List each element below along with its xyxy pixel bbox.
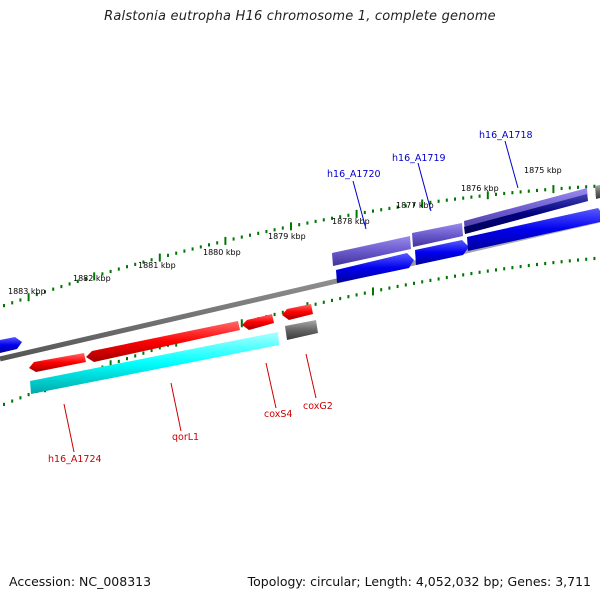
accession-text: Accession: NC_008313 xyxy=(9,574,152,589)
gene-label-qorL1[interactable]: qorL1 xyxy=(172,432,199,443)
gene-label-h16-A1718[interactable]: h16_A1718 xyxy=(479,130,533,141)
cds-blue-2[interactable] xyxy=(415,240,469,265)
cds-coxS4[interactable] xyxy=(242,314,274,330)
cyan-feature-1[interactable] xyxy=(30,332,279,394)
kbp-label-0: 1883 kbp xyxy=(8,287,46,296)
label-leaders xyxy=(63,140,519,453)
cds-h16-A1724[interactable] xyxy=(29,353,86,372)
orf-navy-overlap[interactable] xyxy=(464,194,588,234)
kbp-label-7: 1876 kbp xyxy=(461,184,499,193)
gene-labels: h16_A1720 h16_A1719 h16_A1718 h16_A1724 … xyxy=(48,130,533,465)
gene-label-h16-A1719[interactable]: h16_A1719 xyxy=(392,153,446,164)
cds-coxG2[interactable] xyxy=(282,304,313,320)
cds-feature-left-edge[interactable] xyxy=(0,337,22,353)
kbp-label-2: 1881 kbp xyxy=(138,261,176,270)
gene-label-h16-A1720[interactable]: h16_A1720 xyxy=(327,169,381,180)
feature-track xyxy=(0,185,600,394)
cds-blue-1[interactable] xyxy=(336,253,414,283)
gene-label-coxS4[interactable]: coxS4 xyxy=(264,409,292,420)
map-title: Ralstonia eutropha H16 chromosome 1, com… xyxy=(104,9,496,24)
kbp-label-3: 1880 kbp xyxy=(203,248,241,257)
kbp-label-8: 1875 kbp xyxy=(524,166,562,175)
kbp-label-6: 1877 kbp xyxy=(396,201,434,210)
kbp-tick-labels: 1883 kbp 1882 kbp 1881 kbp 1880 kbp 1879 kbp… xyxy=(8,166,562,296)
orf-h16-A1719[interactable] xyxy=(412,223,463,247)
gene-label-h16-A1724[interactable]: h16_A1724 xyxy=(48,454,102,465)
kbp-label-5: 1878 kbp xyxy=(332,217,370,226)
cds-blue-3[interactable] xyxy=(467,208,600,251)
cds-qorL1[interactable] xyxy=(86,321,240,362)
kbp-label-1: 1882 kbp xyxy=(73,274,111,283)
kbp-label-4: 1879 kbp xyxy=(268,232,306,241)
topology-text: Topology: circular; Length: 4,052,032 bp… xyxy=(247,574,591,589)
outer-tick-ring xyxy=(3,184,596,308)
gene-label-coxG2[interactable]: coxG2 xyxy=(303,401,333,412)
gray-feature-1[interactable] xyxy=(285,320,318,340)
gray-feature-2[interactable] xyxy=(595,185,600,199)
orf-h16-A1720[interactable] xyxy=(332,236,411,266)
